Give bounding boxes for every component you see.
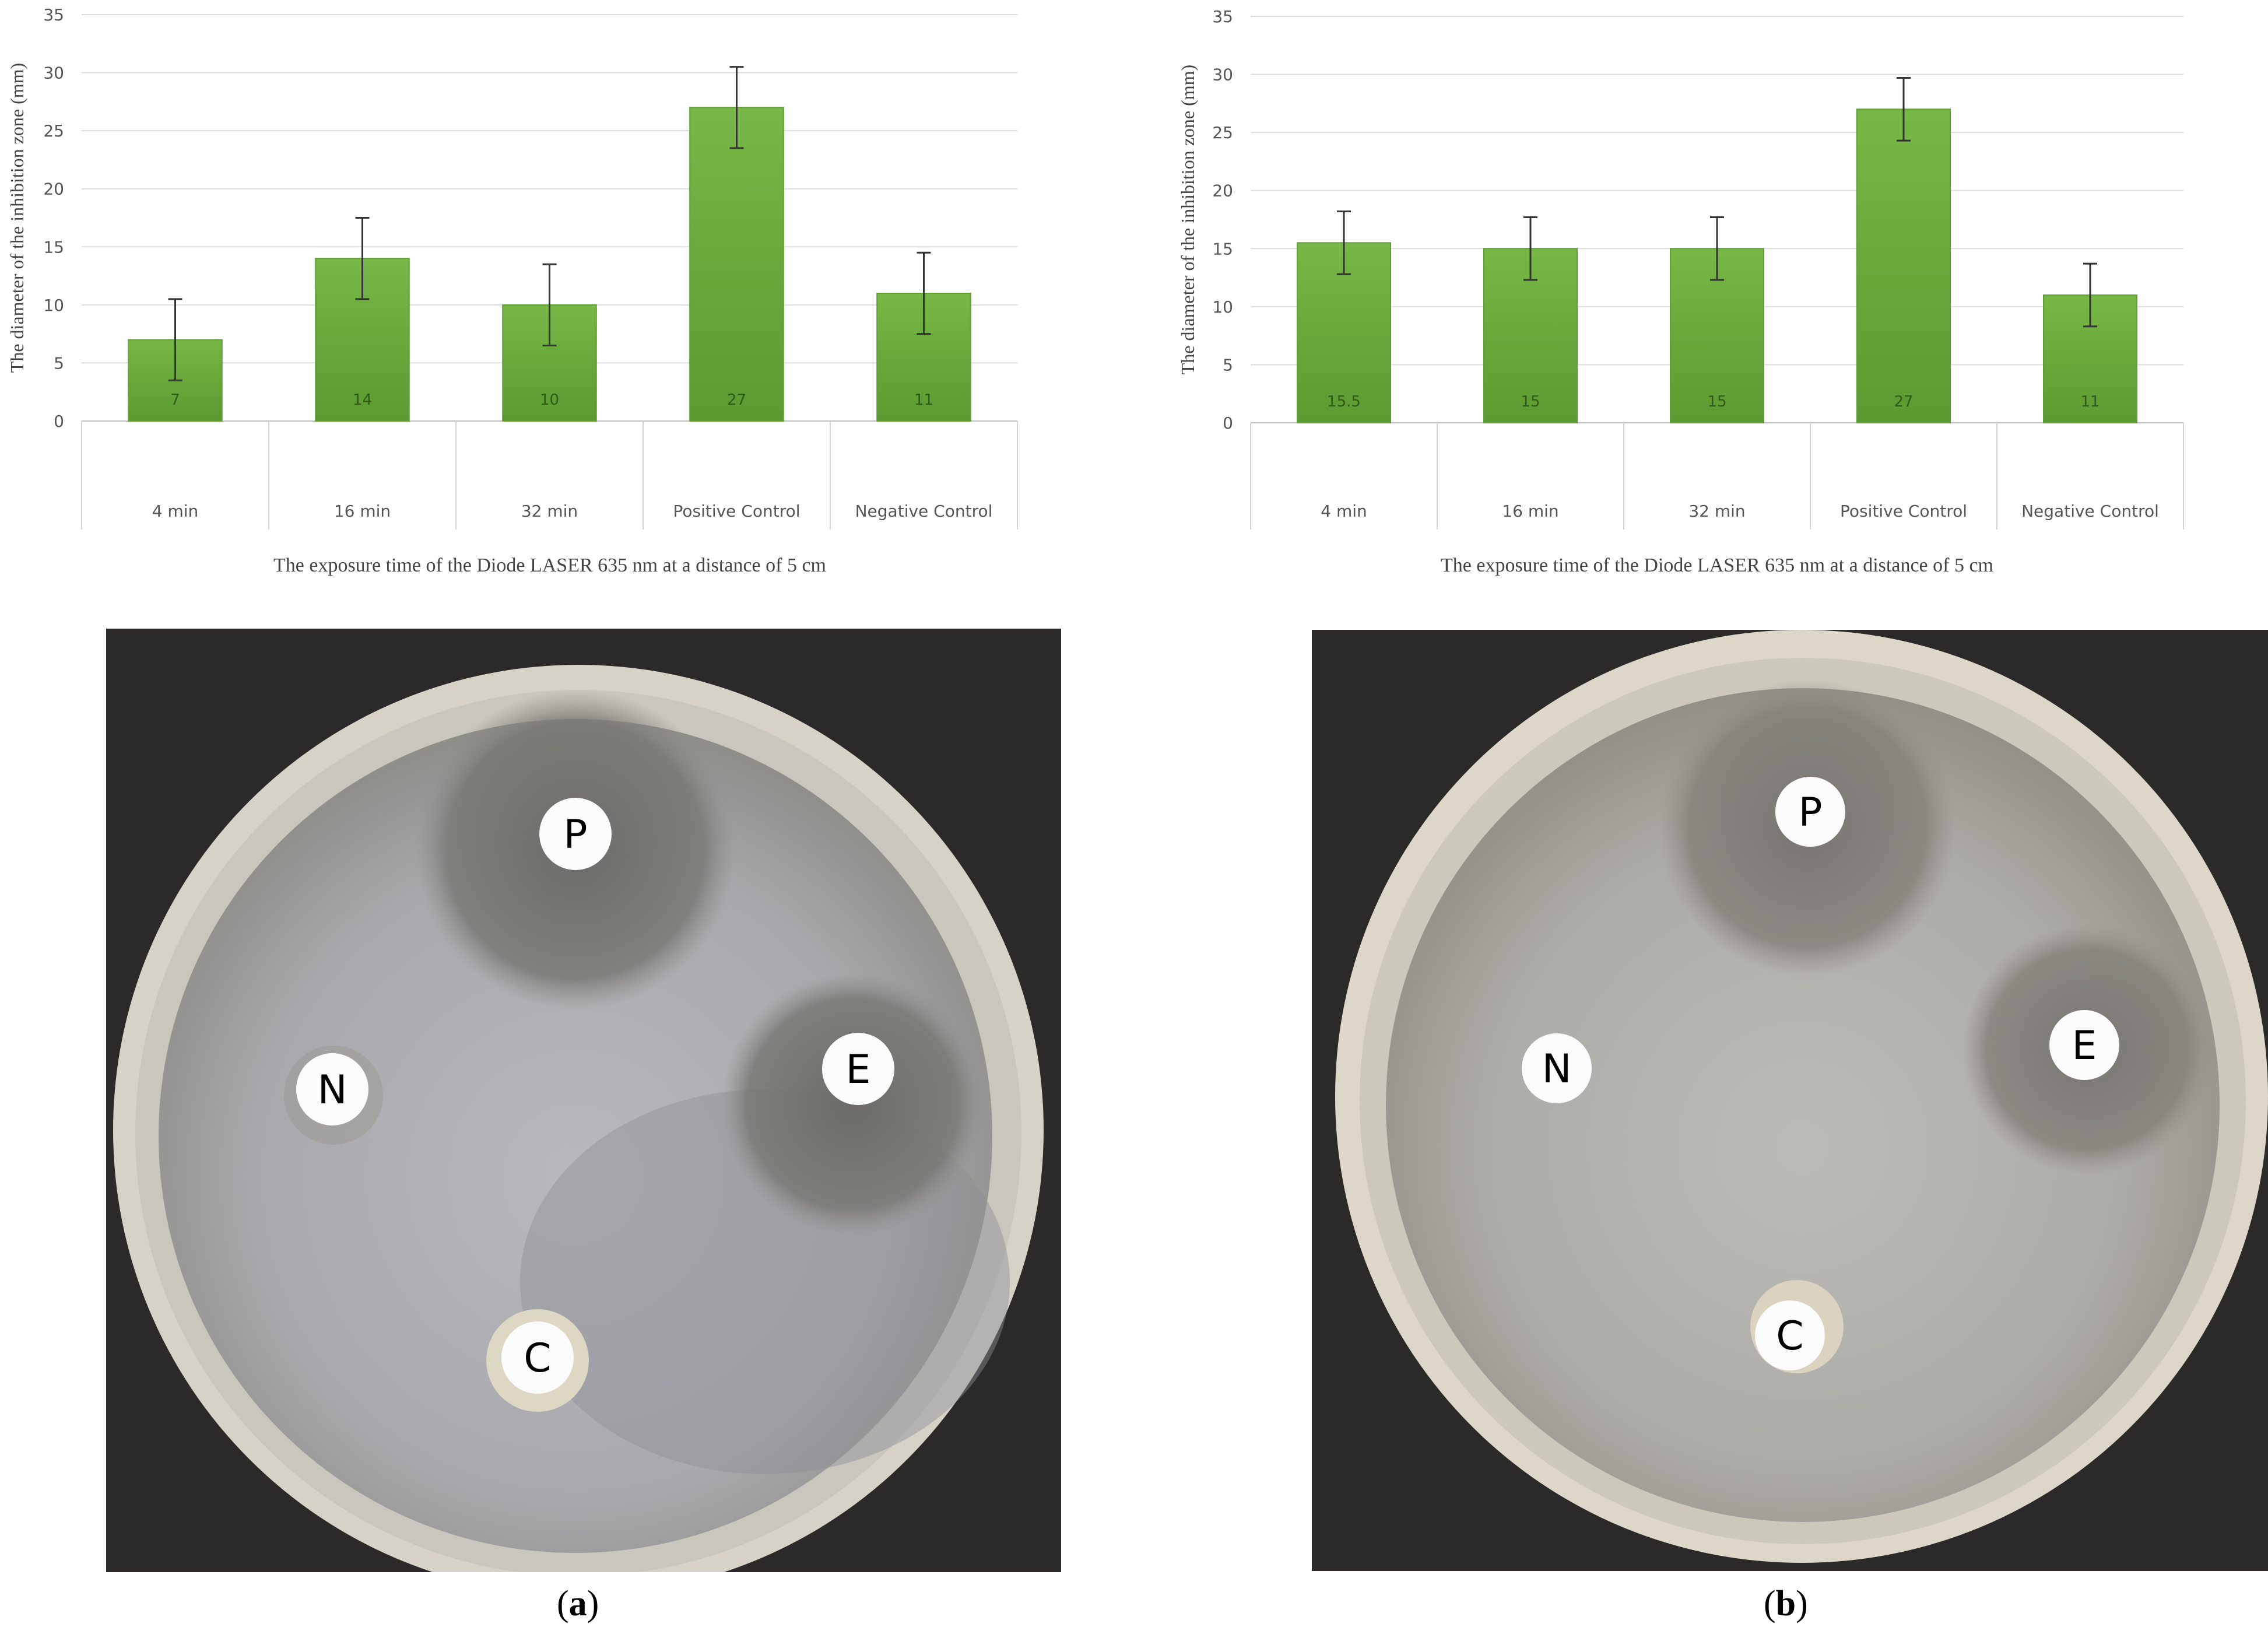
y-tick-label: 30 [1212,65,1233,85]
bar [1856,108,1951,424]
y-tick-label: 0 [1223,413,1233,433]
disk-label-e: E [846,1047,871,1093]
data-label: 11 [2080,393,2100,411]
y-tick-label: 15 [43,237,64,257]
category-label: Negative Control [855,502,993,521]
x-axis-label: The exposure time of the Diode LASER 635… [273,555,826,576]
disk-e [2049,1010,2119,1080]
category-label: 16 min [334,502,391,521]
category-label: 16 min [1502,502,1558,521]
category-label: 32 min [1688,502,1745,521]
y-axis-label: The diameter of the inhibition zone (mm) [1177,65,1198,374]
disk-label-p: P [563,812,587,858]
y-tick-label: 25 [1212,123,1233,142]
y-tick-label: 20 [1212,181,1233,201]
x-axis-label: The exposure time of the Diode LASER 635… [1441,555,1993,576]
disk-c [1755,1300,1825,1370]
category-label: Positive Control [1840,502,1967,521]
y-tick-label: 25 [43,121,64,141]
y-tick-label: 5 [1223,355,1233,374]
y-tick-label: 35 [43,5,64,24]
disk-label-c: C [1776,1313,1803,1359]
disk-n [1522,1033,1592,1103]
petri-dish-photo-b: P E N C [1312,630,2268,1571]
disk-label-n: N [1542,1046,1572,1092]
data-label: 11 [914,391,933,409]
data-label: 10 [540,391,559,409]
data-label: 7 [170,391,180,409]
category-label: Negative Control [2021,502,2159,521]
disk-p [539,798,612,870]
disk-label-p: P [1798,790,1822,836]
charts-area: 0 5 10 15 20 25 30 35 7 4 min 14 16 min 10 32 min 27 Po… [6,5,2184,576]
y-tick-label: 5 [54,353,64,373]
disk-label-c: C [524,1335,551,1381]
y-tick-label: 0 [54,412,64,431]
disk-label-n: N [318,1067,347,1113]
agar-surface [159,719,992,1553]
data-label: 27 [727,391,746,409]
agar-surface [1386,688,2220,1522]
category-label: Positive Control [673,502,800,521]
data-label: 15 [1521,393,1540,411]
data-label: 15.5 [1327,393,1361,411]
category-label: 4 min [1321,502,1367,521]
category-label: 32 min [521,502,578,521]
y-tick-label: 15 [1212,239,1233,258]
disk-p [1775,777,1845,847]
bar [689,107,784,422]
y-tick-label: 20 [43,180,64,199]
petri-dish-photo-a: P E N C [106,629,1061,1572]
y-tick-label: 10 [1212,297,1233,317]
chart-b: 0 5 10 15 20 25 30 35 15.5 4 min 15 16 min 15 32 min 2… [1177,7,2184,576]
disk-c [501,1321,574,1394]
disk-n [296,1053,368,1125]
y-tick-label: 30 [43,64,64,83]
chart-a: 0 5 10 15 20 25 30 35 7 4 min 14 16 min 10 32 min 27 Po… [6,5,1018,576]
caption-b: (b) [1764,1584,1808,1624]
category-label: 4 min [152,502,199,521]
disk-e [822,1033,894,1105]
data-label: 15 [1707,393,1726,411]
data-label: 14 [353,391,372,409]
y-axis-label: The diameter of the inhibition zone (mm) [6,63,27,373]
data-label: 27 [1894,393,1913,411]
y-tick-label: 10 [43,296,64,315]
caption-a: (a) [557,1584,599,1624]
y-tick-label: 35 [1212,7,1233,26]
disk-label-e: E [2072,1023,2097,1069]
